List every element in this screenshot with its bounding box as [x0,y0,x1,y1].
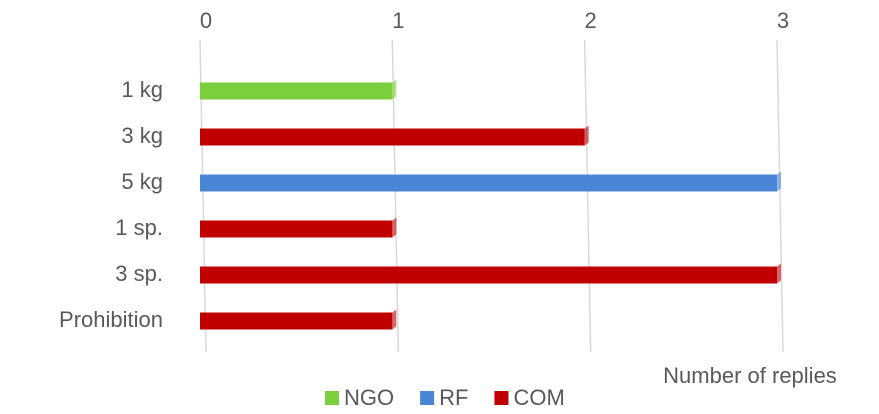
bar [200,220,393,238]
legend-swatch [325,391,339,405]
bar-depth [777,171,781,192]
x-tick-label: 0 [200,8,212,33]
grid-line [583,39,592,353]
bar [200,174,777,192]
x-tick-label: 1 [392,8,404,33]
x-axis-label: Number of replies [663,363,837,388]
grid-line [776,39,784,353]
legend-swatch [494,391,509,405]
x-tick-label: 2 [585,8,597,33]
bar-depth [392,79,397,100]
legend-swatch [420,391,435,405]
bar [200,128,585,146]
x-tick-label: 3 [777,8,789,33]
bar-depth [777,263,781,284]
legend-label: RF [439,385,468,410]
bar [200,266,777,284]
bar-depth [392,309,397,330]
legend-label: NGO [344,385,394,410]
bar-depth [392,217,397,238]
bar-depth [584,125,589,146]
legend-label: COM [513,385,564,410]
y-tick-label: Prohibition [59,307,163,332]
y-tick-label: 5 kg [121,169,163,194]
bar [200,82,393,100]
bar [200,312,393,330]
y-tick-label: 3 kg [121,123,163,148]
y-tick-label: 1 kg [121,77,163,102]
y-tick-label: 3 sp. [115,261,163,286]
y-tick-label: 1 sp. [115,215,163,240]
